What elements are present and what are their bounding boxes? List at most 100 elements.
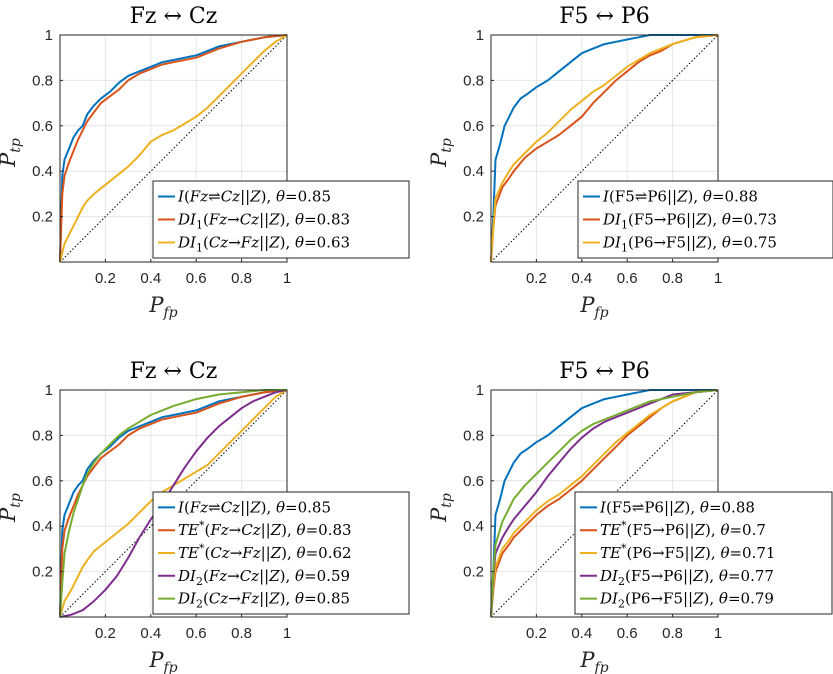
y-tick-label: 0.8 xyxy=(32,72,53,89)
legend: I(Fz⇌Cz||Z), θ=0.85 TE*(Fz→Cz||Z), θ=0.83… xyxy=(152,491,410,615)
roc-curve-3 xyxy=(490,34,719,263)
x-tick-label: 1 xyxy=(283,625,291,642)
roc-curve-1 xyxy=(490,389,718,618)
roc-curve-2 xyxy=(59,389,288,618)
y-tick-label: 0.2 xyxy=(463,209,484,226)
roc-panel-4: 0.2 0.4 0.6 0.8 1 0.2 0.4 0.6 0.8 1 F5 ↔ P6 Pfp Ptp I… xyxy=(427,359,833,674)
legend-entry: TE*(P6→F5||Z), θ=0.71 xyxy=(600,542,775,562)
legend-entry: I(Fz⇌Cz||Z), θ=0.85 xyxy=(177,188,331,206)
x-tick-label: 0.6 xyxy=(186,270,207,287)
legend-entry: DI1(Cz→Fz||Z), θ=0.63 xyxy=(177,234,350,255)
y-tick-label: 0.2 xyxy=(32,209,53,226)
roc-panel-3: 0.2 0.4 0.6 0.8 1 0.2 0.4 0.6 0.8 1 Fz ↔ Cz Pfp Ptp I… xyxy=(0,359,410,674)
x-tick-label: 0.2 xyxy=(95,270,116,287)
panel-title: F5 ↔ P6 xyxy=(559,359,649,384)
x-tick-label: 0.2 xyxy=(526,625,547,642)
y-tick-label: 1 xyxy=(476,27,484,44)
y-tick-label: 0.6 xyxy=(463,118,484,135)
roc-curve-5 xyxy=(490,389,719,618)
x-tick-label: 0.8 xyxy=(662,625,683,642)
panel-title: F5 ↔ P6 xyxy=(559,4,649,29)
legend-entry: TE*(F5→P6||Z), θ=0.7 xyxy=(600,519,766,539)
legend-entry: DI1(F5→P6||Z), θ=0.73 xyxy=(602,211,777,232)
y-tick-label: 0.2 xyxy=(463,564,484,581)
y-axis-label: Ptp xyxy=(0,493,24,523)
legend-entry: DI2(Cz→Fz||Z), θ=0.85 xyxy=(177,590,350,611)
y-tick-label: 1 xyxy=(45,27,53,44)
x-axis-label: Pfp xyxy=(148,648,177,674)
legend-entry: I(F5⇌P6||Z), θ=0.88 xyxy=(599,498,755,516)
y-tick-label: 0.6 xyxy=(463,473,484,490)
x-axis-label: Pfp xyxy=(148,293,177,321)
x-tick-label: 0.2 xyxy=(95,625,116,642)
y-tick-label: 0.8 xyxy=(463,72,484,89)
x-tick-label: 0.6 xyxy=(186,625,207,642)
y-tick-label: 0.4 xyxy=(463,163,484,180)
roc-panel-2: 0.2 0.4 0.6 0.8 1 0.2 0.4 0.6 0.8 1 F5 ↔ P6 Pfp Ptp I… xyxy=(427,4,833,321)
roc-curve-5 xyxy=(59,389,287,618)
x-tick-label: 1 xyxy=(714,270,722,287)
x-tick-label: 0.8 xyxy=(231,625,252,642)
roc-curve-4 xyxy=(490,389,719,618)
y-axis-label: Ptp xyxy=(427,138,455,168)
legend-box xyxy=(152,180,410,259)
x-tick-label: 0.4 xyxy=(140,270,161,287)
chance-diagonal xyxy=(59,34,288,263)
legend-box xyxy=(577,180,833,259)
y-tick-label: 1 xyxy=(45,382,53,399)
y-tick-label: 0.6 xyxy=(32,473,53,490)
panel-title: Fz ↔ Cz xyxy=(130,359,218,384)
roc-curve-1 xyxy=(490,34,718,263)
legend-entry: DI2(F5→P6||Z), θ=0.77 xyxy=(599,567,774,588)
y-axis-label: Ptp xyxy=(427,493,455,523)
legend: I(F5⇌P6||Z), θ=0.88 TE*(F5→P6||Z), θ=0.7 T… xyxy=(574,491,833,615)
y-tick-label: 0.2 xyxy=(32,564,53,581)
x-tick-label: 0.8 xyxy=(662,270,683,287)
legend-entry: DI1(Fz→Cz||Z), θ=0.83 xyxy=(177,211,350,232)
y-tick-label: 0.4 xyxy=(32,518,53,535)
roc-curve-2 xyxy=(59,34,288,263)
legend-entry: DI2(P6→F5||Z), θ=0.79 xyxy=(599,590,774,611)
x-tick-label: 0.2 xyxy=(526,270,547,287)
x-tick-label: 0.6 xyxy=(617,625,638,642)
x-tick-label: 0.8 xyxy=(231,270,252,287)
roc-curve-3 xyxy=(59,34,288,263)
chance-diagonal xyxy=(490,34,719,263)
roc-panel-1: 0.2 0.4 0.6 0.8 1 0.2 0.4 0.6 0.8 1 Fz ↔ Cz Pfp Ptp I… xyxy=(0,4,410,321)
roc-curve-1 xyxy=(59,389,288,618)
legend-entry: DI2(Fz→Cz||Z), θ=0.59 xyxy=(177,567,350,588)
y-tick-label: 0.4 xyxy=(32,163,53,180)
roc-curve-1 xyxy=(59,34,288,263)
legend-entry: I(F5⇌P6||Z), θ=0.88 xyxy=(602,188,758,206)
chance-diagonal xyxy=(59,389,288,618)
legend-box xyxy=(152,491,410,615)
x-tick-label: 1 xyxy=(283,270,291,287)
roc-curve-2 xyxy=(490,34,719,263)
y-axis-label: Ptp xyxy=(0,138,24,168)
legend-entry: TE*(Cz→Fz||Z), θ=0.62 xyxy=(178,542,352,562)
y-tick-label: 0.6 xyxy=(32,118,53,135)
y-tick-label: 1 xyxy=(476,382,484,399)
panel-title: Fz ↔ Cz xyxy=(130,4,218,29)
x-axis-label: Pfp xyxy=(579,648,608,674)
x-tick-label: 0.4 xyxy=(571,270,592,287)
legend: I(Fz⇌Cz||Z), θ=0.85 DI1(Fz→Cz||Z), θ=0.83… xyxy=(152,180,410,259)
y-tick-label: 0.4 xyxy=(463,518,484,535)
legend-entry: I(Fz⇌Cz||Z), θ=0.85 xyxy=(177,498,331,516)
legend-box xyxy=(574,491,833,615)
x-axis-label: Pfp xyxy=(579,293,608,321)
y-tick-label: 0.8 xyxy=(32,427,53,444)
axes-box xyxy=(59,34,288,263)
x-tick-label: 0.4 xyxy=(140,625,161,642)
axes-box xyxy=(490,34,719,263)
y-tick-label: 0.8 xyxy=(463,427,484,444)
legend-entry: TE*(Fz→Cz||Z), θ=0.83 xyxy=(178,519,352,539)
x-tick-label: 0.6 xyxy=(617,270,638,287)
x-tick-label: 0.4 xyxy=(571,625,592,642)
x-tick-label: 1 xyxy=(714,625,722,642)
chance-diagonal xyxy=(490,389,719,618)
legend: I(F5⇌P6||Z), θ=0.88 DI1(F5→P6||Z), θ=0.73… xyxy=(577,180,833,259)
roc-curve-4 xyxy=(59,389,288,618)
legend-entry: DI1(P6→F5||Z), θ=0.75 xyxy=(602,234,777,255)
